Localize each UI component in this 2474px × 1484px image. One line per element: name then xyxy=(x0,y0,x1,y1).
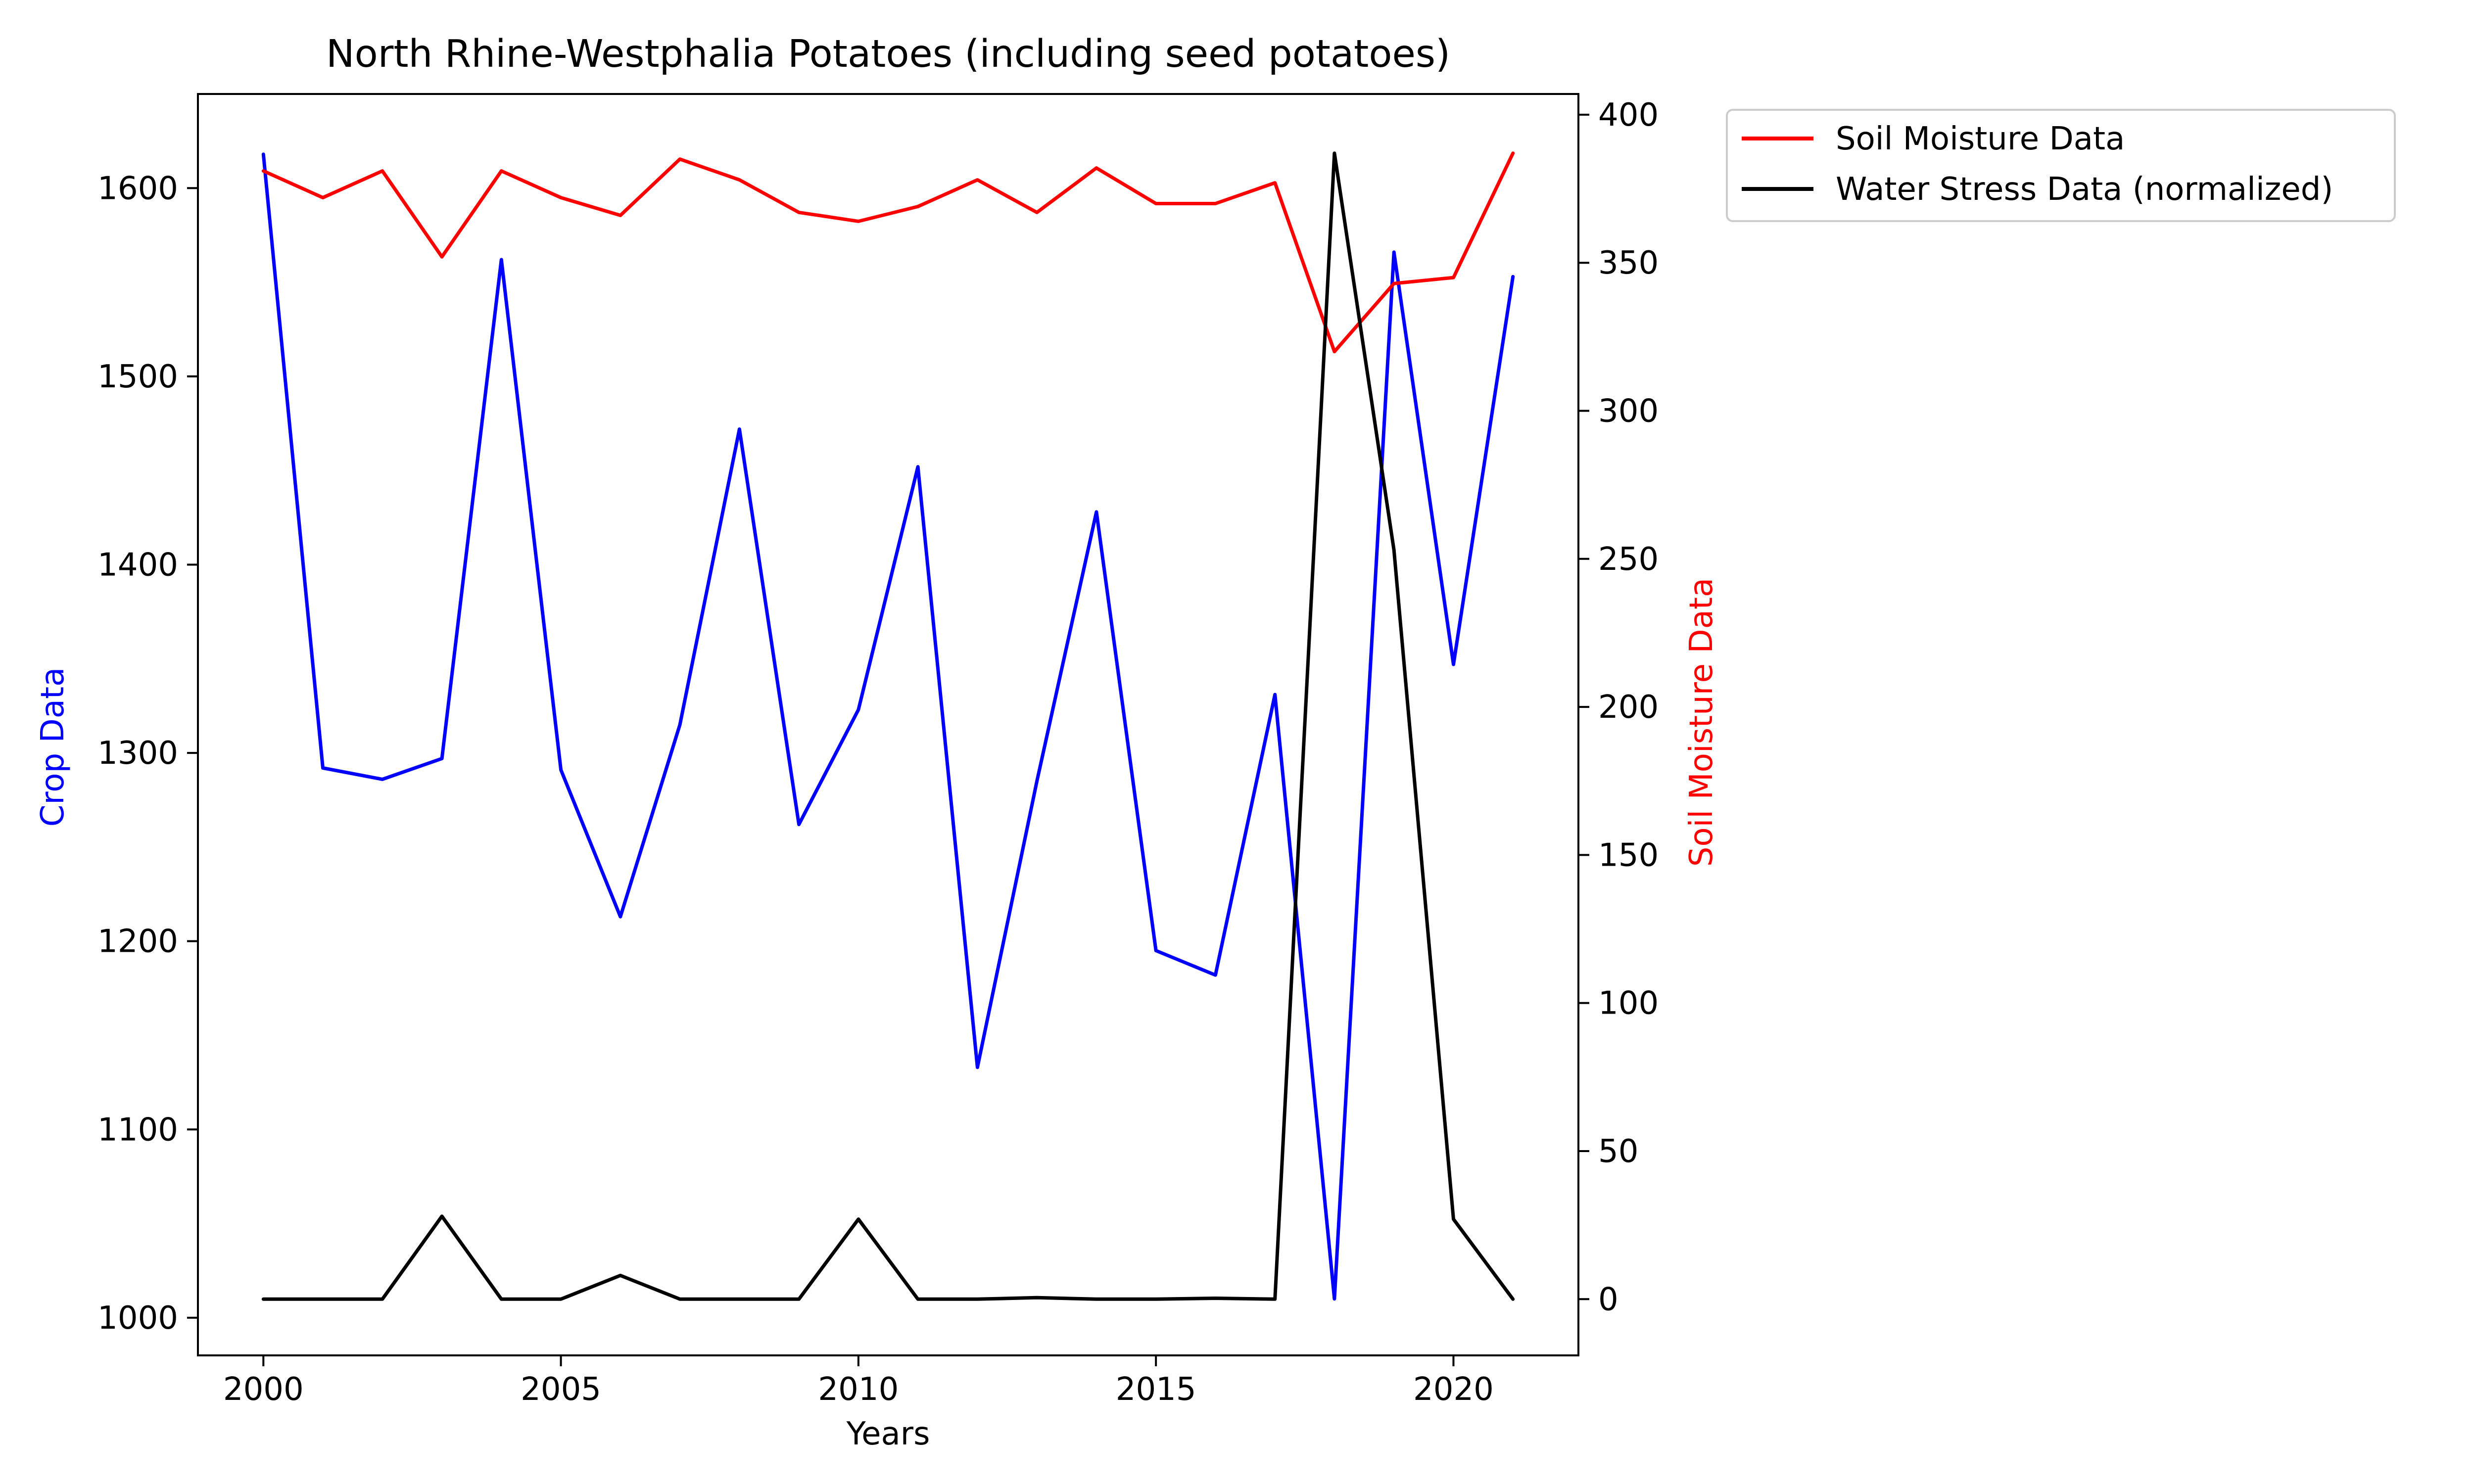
right-y-tick-label-100: 100 xyxy=(1598,985,1659,1022)
left-y-tick-label-1200: 1200 xyxy=(97,924,178,960)
x-tick-label-2000: 2000 xyxy=(223,1371,304,1408)
right-y-tick-label-150: 150 xyxy=(1598,837,1659,874)
right-y-tick-label-250: 250 xyxy=(1598,541,1659,578)
left-y-tick-label-1100: 1100 xyxy=(97,1112,178,1148)
right-y-tick-label-0: 0 xyxy=(1598,1281,1618,1318)
left-y-tick-label-1500: 1500 xyxy=(97,359,178,395)
plot-frame xyxy=(197,93,1579,1356)
right-y-tick-label-50: 50 xyxy=(1598,1133,1638,1170)
left-y-tick-label-1400: 1400 xyxy=(97,547,178,583)
left-axis-label: Crop Data xyxy=(35,667,71,827)
left-y-tick-label-1000: 1000 xyxy=(97,1300,178,1337)
x-tick-label-2005: 2005 xyxy=(521,1371,601,1408)
x-tick-label-2020: 2020 xyxy=(1413,1371,1494,1408)
legend: Soil Moisture Data Water Stress Data (no… xyxy=(1726,109,2396,222)
right-axis-label: Soil Moisture Data xyxy=(1683,578,1720,867)
right-y-tick-label-200: 200 xyxy=(1598,689,1659,726)
x-tick-label-2010: 2010 xyxy=(818,1371,899,1408)
left-y-tick-label-1300: 1300 xyxy=(97,735,178,772)
legend-box xyxy=(1726,109,2396,222)
series-line-stress xyxy=(261,151,1515,1301)
series-lines xyxy=(261,151,1515,1301)
axes: 2000 2005 2010 2015 202010001100120013001400… xyxy=(97,93,1659,1408)
legend-label-soil-moisture: Soil Moisture Data xyxy=(1836,121,2125,157)
x-tick-label-2015: 2015 xyxy=(1116,1371,1196,1408)
series-line-crop xyxy=(261,152,1515,1301)
right-y-tick-label-350: 350 xyxy=(1598,245,1659,281)
right-y-tick-label-300: 300 xyxy=(1598,393,1659,429)
legend-label-water-stress: Water Stress Data (normalized) xyxy=(1836,171,2333,208)
series-line-soil xyxy=(261,151,1515,354)
right-y-tick-label-400: 400 xyxy=(1598,97,1659,134)
chart-title: North Rhine-Westphalia Potatoes (includi… xyxy=(326,32,1450,76)
x-axis-label: Years xyxy=(846,1416,930,1452)
left-y-tick-label-1600: 1600 xyxy=(97,170,178,207)
